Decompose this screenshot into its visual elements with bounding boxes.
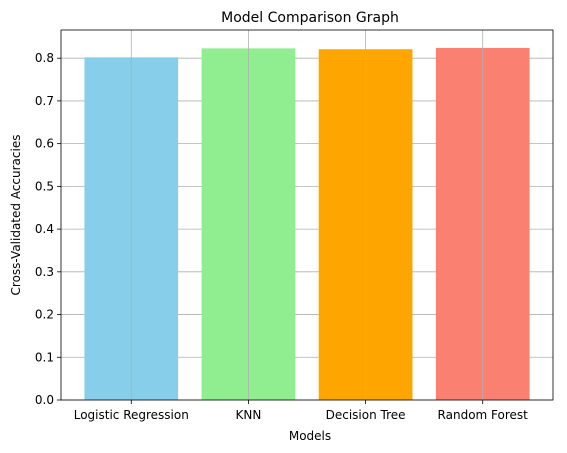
chart-title: Model Comparison Graph: [221, 10, 399, 26]
y-tick-label: 0.2: [35, 308, 54, 322]
x-tick-label: KNN: [236, 408, 262, 422]
x-axis-label: Models: [289, 429, 331, 443]
x-tick-labels: Logistic Regression KNN Decision Tree Rando…: [74, 408, 528, 422]
y-tick-label: 0.7: [35, 94, 54, 108]
y-tick-label: 0.5: [35, 179, 54, 193]
y-tick-label: 0.4: [35, 222, 54, 236]
plot-frame: [60, 29, 554, 401]
y-axis-label: Cross-Validated Accuracies: [9, 135, 23, 296]
y-tick-labels: 0.0 0.1 0.2 0.3 0.4 0.5 0.6 0.7 0.8: [35, 51, 54, 407]
x-tick-label: Logistic Regression: [74, 408, 189, 422]
y-tick-label: 0.0: [35, 393, 54, 407]
x-tick-label: Random Forest: [438, 408, 529, 422]
x-grid-lines: [130, 30, 484, 400]
y-tick-label: 0.6: [35, 137, 54, 151]
y-tick-label: 0.8: [35, 51, 54, 65]
x-tick-label: Decision Tree: [326, 408, 406, 422]
y-tick-label: 0.1: [35, 350, 54, 364]
y-tick-label: 0.3: [35, 265, 54, 279]
axes: [57, 29, 554, 404]
